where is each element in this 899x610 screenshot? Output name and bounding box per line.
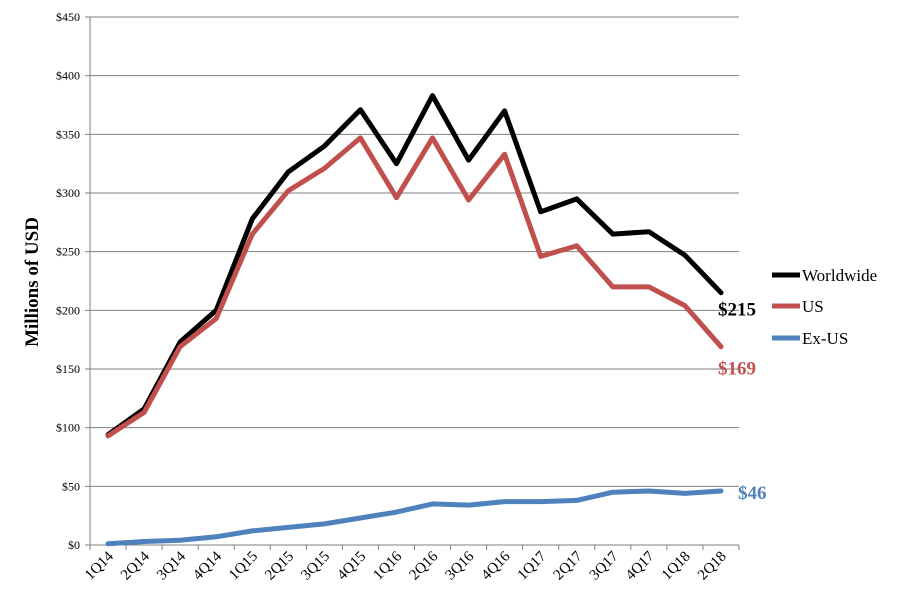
y-tick-label: $250 [56,245,80,259]
series-lines [105,93,724,547]
legend-label: Ex-US [802,329,848,348]
y-tick-label: $150 [56,362,80,376]
series-line-ex-us [105,488,724,547]
y-tick-label: $400 [56,69,80,83]
x-tick-label: 3Q17 [587,548,622,583]
x-tick-label: 1Q17 [515,548,550,583]
x-tick-label: 4Q16 [479,548,514,583]
x-tick-label: 4Q14 [190,548,225,583]
x-tick-label: 2Q18 [695,549,730,584]
x-tick-label: 3Q15 [298,549,333,584]
x-tick-label: 2Q14 [118,548,153,583]
end-value-label: $169 [718,359,756,380]
x-tick-label: 2Q17 [551,548,586,583]
y-tick-label: $450 [56,10,80,24]
y-axis-ticks: $0 $50 $100 $150 $200 $250 $300 $350 $400 $450 [56,10,90,552]
x-tick-label: 1Q18 [659,549,694,584]
y-tick-label: $100 [56,421,80,435]
x-tick-label: 3Q14 [154,548,189,583]
x-tick-label: 2Q15 [262,549,297,584]
x-tick-label: 1Q14 [82,548,117,583]
end-value-label: $215 [718,300,756,321]
gridlines [90,16,739,487]
x-tick-label: 1Q16 [370,548,405,583]
x-tick-label: 1Q15 [226,549,261,584]
legend-label: Worldwide [802,266,877,285]
series-line-worldwide [105,93,724,438]
x-tick-label: 4Q17 [623,548,658,583]
y-axis-label: Millions of USD [22,217,43,347]
y-tick-label: $200 [56,303,80,317]
x-tick-label: 4Q15 [334,549,369,584]
x-axis-ticks: 1Q14 2Q14 3Q14 4Q14 1Q15 2Q15 3Q15 4Q15 1Q16 2Q16… [82,545,740,584]
series-end-labels: $215 $169 $46 [718,300,767,504]
y-tick-label: $50 [62,479,80,493]
end-value-label: $46 [738,483,767,504]
y-tick-label: $350 [56,127,80,141]
y-tick-label: $300 [56,186,80,200]
series-line-us [105,135,724,439]
legend-label: US [802,297,824,316]
x-tick-label: 3Q16 [443,548,478,583]
x-tick-label: 2Q16 [406,548,441,583]
x-axis [89,17,739,546]
y-tick-label: $0 [68,538,80,552]
legend: Worldwide US Ex-US [772,266,877,348]
